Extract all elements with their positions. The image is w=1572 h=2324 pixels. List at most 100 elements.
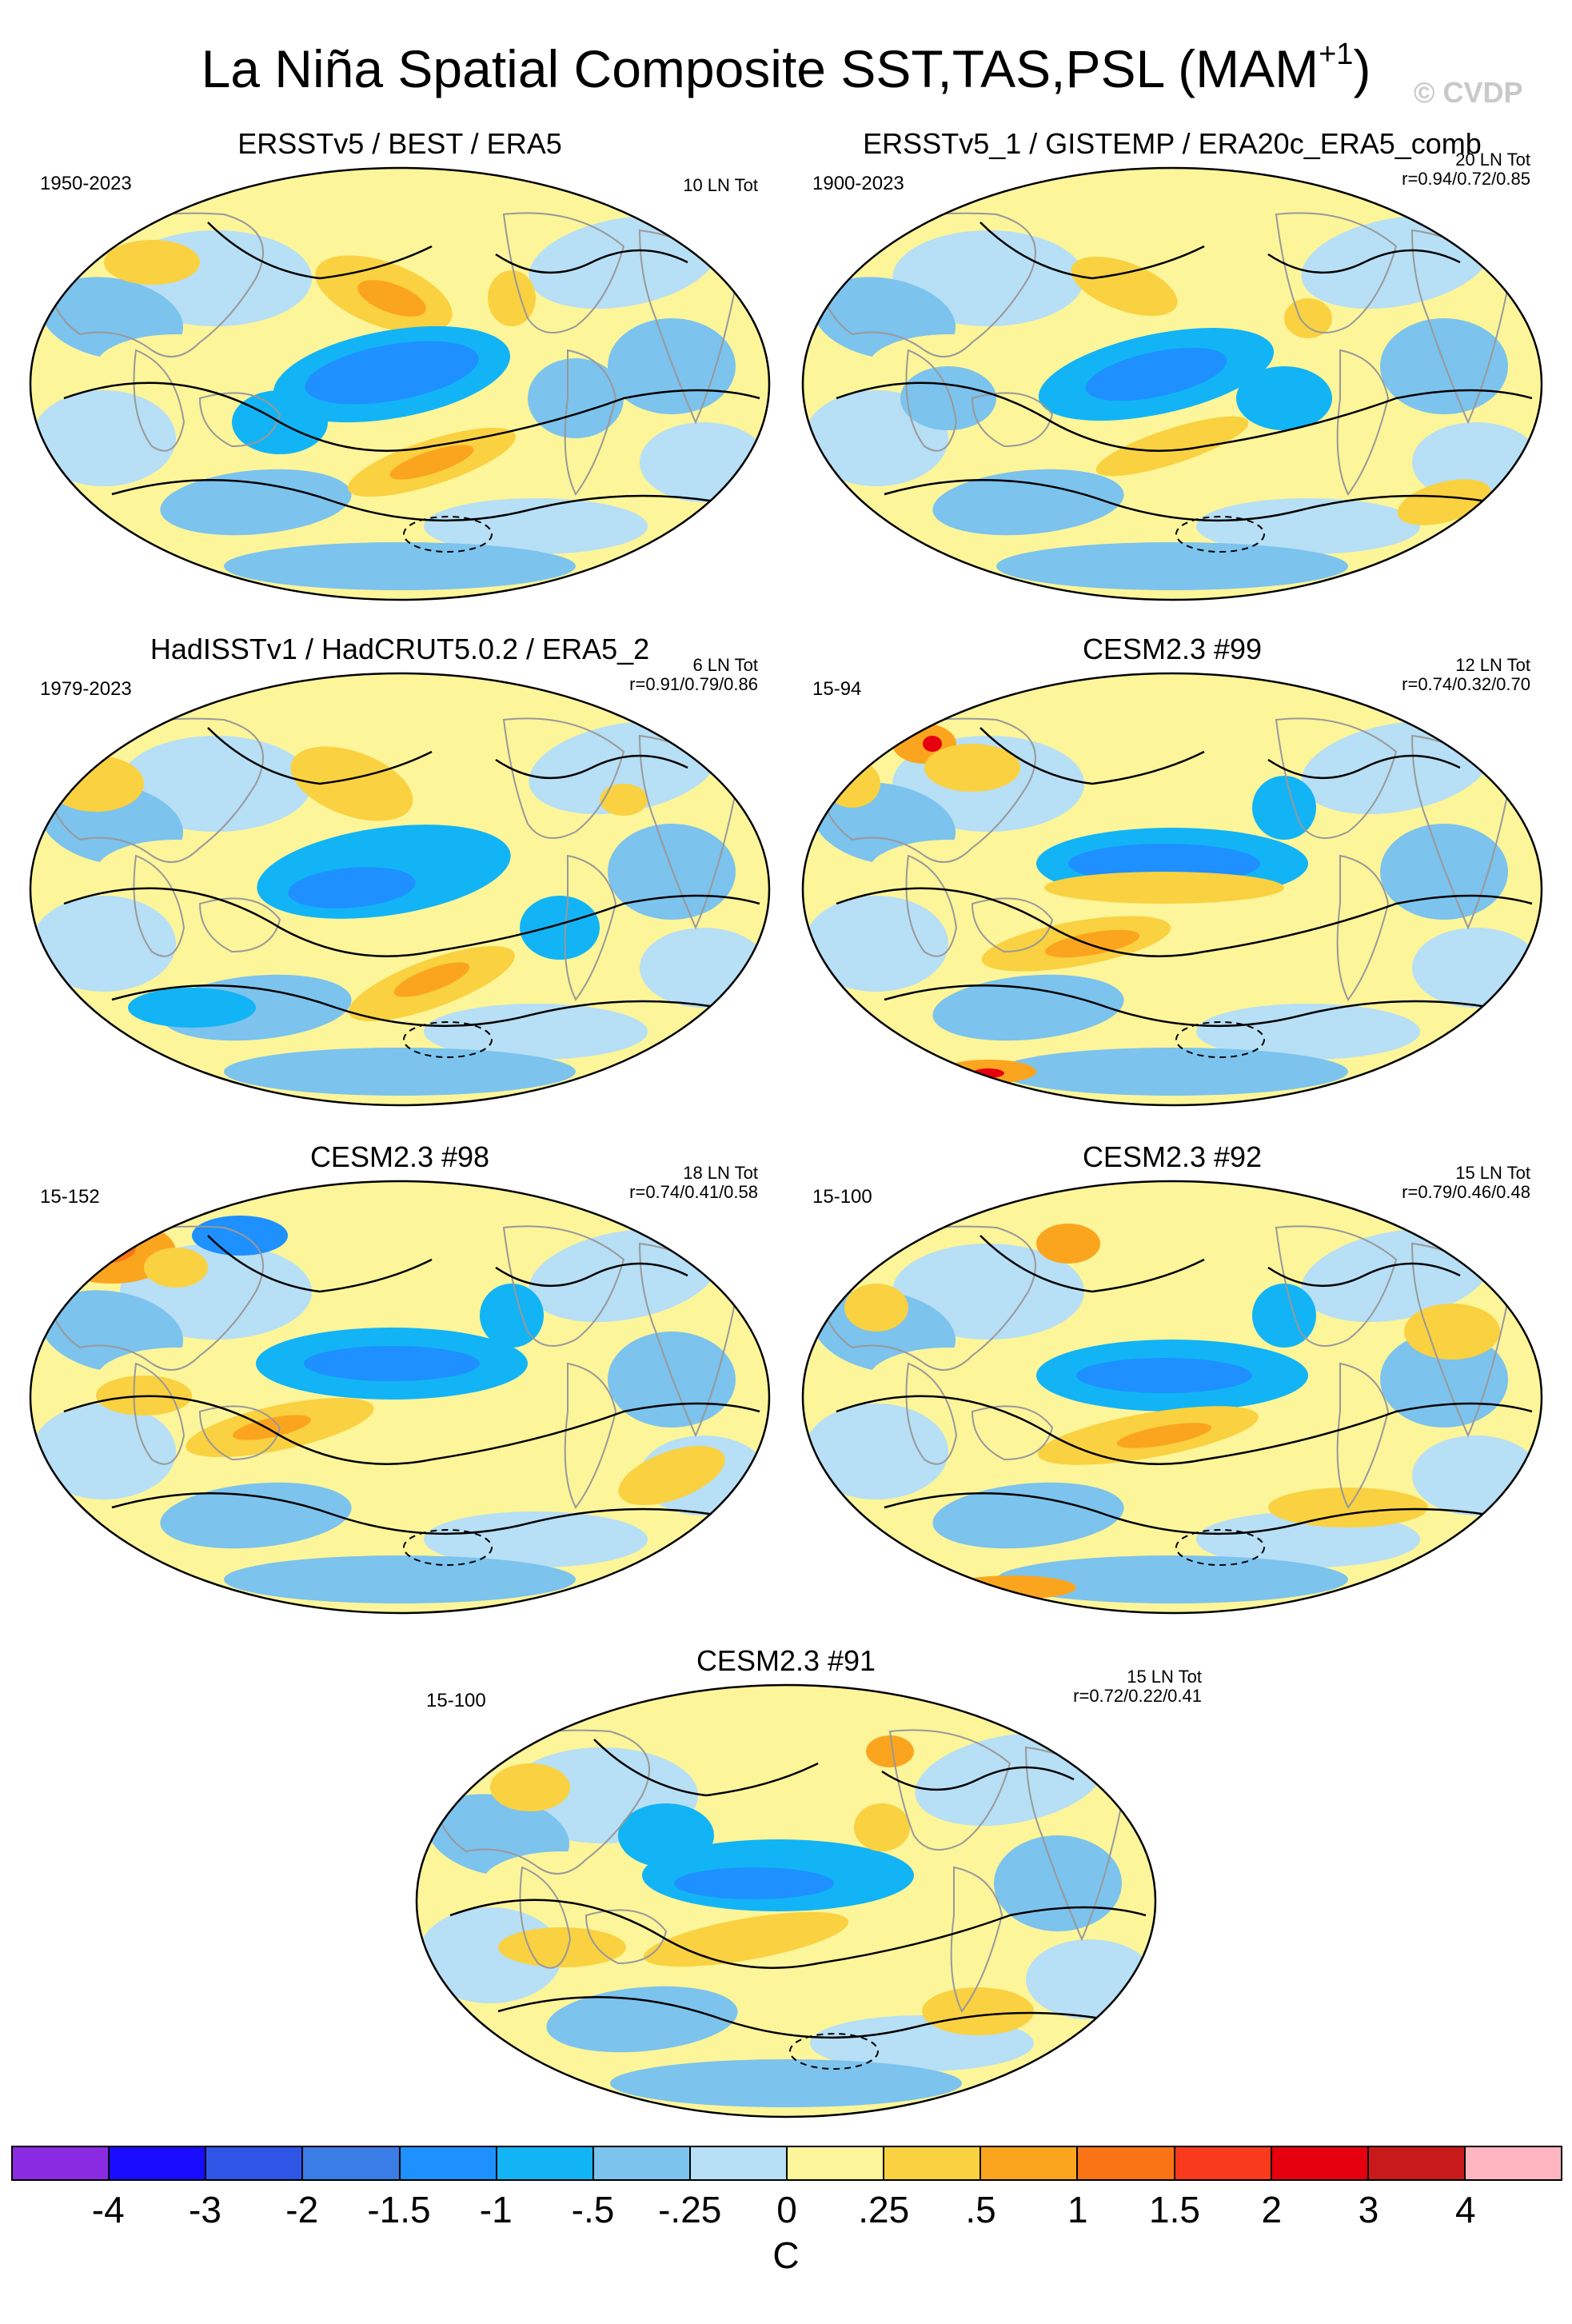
anomaly-patch: [868, 1348, 1028, 1412]
psl-contour: [836, 381, 1533, 452]
colorbar-box: [497, 2147, 594, 2179]
map-fill: [30, 168, 769, 600]
anomaly-patch: [48, 756, 144, 812]
cvdp-watermark: © CVDP: [1414, 76, 1523, 109]
anomaly-patch: [192, 1216, 288, 1256]
map-fill: [803, 168, 1542, 600]
coastline: [888, 1729, 1011, 1851]
psl-contour: [63, 887, 760, 957]
psl-contour: [593, 1739, 819, 1797]
panel-title: CESM2.3 #98: [309, 1140, 490, 1173]
anomaly-patch: [610, 2059, 962, 2107]
psl-contour: [836, 887, 1533, 957]
colorbar-box: [13, 2147, 110, 2179]
anomaly-patch: [72, 1232, 136, 1264]
panel-years: 15-94: [812, 678, 862, 700]
psl-contour: [980, 222, 1205, 280]
coastline: [564, 349, 617, 496]
figure-title-sup: +1: [1319, 38, 1354, 71]
colorbar-tick-label: -3: [189, 2189, 221, 2230]
anomaly-patch: [996, 542, 1348, 590]
coastline: [133, 854, 186, 957]
panel-title: CESM2.3 #99: [1082, 633, 1263, 665]
psl-contour: [884, 478, 1493, 522]
colorbar-unit: C: [772, 2234, 800, 2276]
map-panel: HadISSTv1 / HadCRUT5.0.2 / ERA5_2 1979-2…: [16, 632, 784, 1112]
map-fill: [803, 673, 1542, 1105]
anomaly-patch: [804, 896, 948, 992]
panel-title: ERSSTv5 / BEST / ERA5: [237, 127, 562, 160]
anomaly-patch: [932, 469, 1124, 536]
colorbar-tick-label: -1.5: [367, 2189, 431, 2230]
anomaly-patch: [224, 1048, 576, 1096]
colorbar-box: [303, 2147, 401, 2179]
coastline: [564, 1362, 617, 1509]
psl-contour: [111, 478, 720, 522]
panel-correlation: r=0.72/0.22/0.41: [1073, 1686, 1202, 1706]
panel-years: 1900-2023: [812, 173, 904, 194]
figure-title-close: ): [1353, 39, 1371, 98]
panel-count: 12 LN Tot: [1455, 655, 1530, 675]
map-panel: CESM2.3 #99 15-94 12 LN Tot r=0.74/0.32/…: [788, 632, 1556, 1112]
anomaly-patch: [922, 1987, 1034, 2035]
panel-years: 1950-2023: [40, 173, 132, 194]
colorbar-tick-label: .5: [965, 2189, 996, 2230]
anomaly-patch: [305, 341, 479, 405]
coastline: [502, 212, 625, 333]
panel-count-block: 12 LN Tot r=0.74/0.32/0.70: [1402, 656, 1530, 694]
psl-contour: [980, 727, 1205, 785]
colorbar-tick-label: 1: [1067, 2189, 1088, 2230]
map-fill: [417, 1685, 1155, 2117]
psl-contour: [495, 1262, 688, 1288]
psl-contour-negative: [1175, 1021, 1265, 1058]
anomaly-patch: [996, 1048, 1348, 1096]
panel-title: CESM2.3 #92: [1082, 1140, 1263, 1173]
panel-title: CESM2.3 #91: [696, 1644, 876, 1677]
psl-contour: [881, 1766, 1075, 1791]
colorbar-box: [110, 2147, 207, 2179]
psl-contour-negative: [1175, 1529, 1265, 1566]
colorbar-box: [1078, 2147, 1175, 2179]
robinson-map: [29, 166, 771, 601]
anomaly-patch: [1044, 872, 1284, 904]
anomaly-patch: [866, 1735, 914, 1767]
anomaly-patch: [996, 1555, 1348, 1603]
coastline: [1275, 1225, 1398, 1347]
coastline: [950, 1866, 1003, 2013]
psl-contour: [495, 249, 688, 274]
coastline: [519, 1866, 572, 1969]
panel-count: 20 LN Tot: [1455, 150, 1530, 170]
colorbar-box: [1368, 2147, 1466, 2179]
anomaly-patch: [1095, 416, 1249, 477]
anomaly-patch: [1085, 347, 1227, 401]
psl-contour: [1267, 754, 1461, 780]
anomaly-patch: [490, 1763, 570, 1811]
colorbar-box: [1271, 2147, 1369, 2179]
anomaly-patch: [224, 542, 576, 590]
colorbar: [11, 2146, 1562, 2181]
anomaly-patch: [932, 974, 1124, 1041]
map-border: [415, 1683, 1157, 2118]
map-fill: [30, 1181, 769, 1613]
panel-years: 15-100: [812, 1186, 872, 1208]
coastline: [1336, 854, 1390, 1001]
anomaly-patch: [640, 422, 768, 502]
coastline: [47, 1225, 264, 1371]
anomaly-patch: [1236, 366, 1332, 430]
anomaly-patch: [923, 736, 942, 752]
psl-contour: [63, 1395, 760, 1465]
panel-correlation: r=0.74/0.41/0.58: [629, 1182, 758, 1202]
anomaly-patch: [488, 270, 536, 326]
map-fill: [30, 673, 769, 1105]
anomaly-patch: [674, 1867, 834, 1899]
anomaly-patch: [1026, 1939, 1154, 2019]
map-panel: CESM2.3 #98 15-152 18 LN Tot r=0.74/0.41…: [16, 1140, 784, 1619]
map-border: [801, 672, 1543, 1107]
colorbar-tick-label: 4: [1454, 2189, 1476, 2230]
panel-title: ERSSTv5_1 / GISTEMP / ERA20c_ERA5_comb: [863, 127, 1482, 160]
map-border: [29, 166, 771, 601]
panel-years: 15-152: [40, 1186, 100, 1208]
coastline: [971, 392, 1054, 448]
coastline: [1336, 1362, 1390, 1509]
coastline: [1275, 212, 1398, 333]
